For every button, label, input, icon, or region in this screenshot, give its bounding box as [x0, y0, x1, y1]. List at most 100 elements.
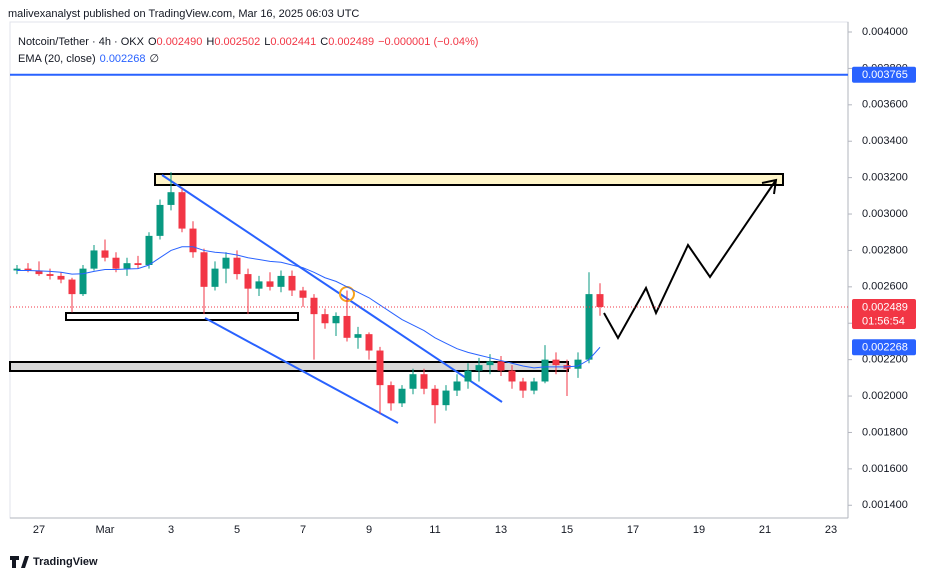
candle-body: [13, 268, 21, 271]
y-tick-label: 0.002200: [862, 354, 908, 366]
ema-suffix: ∅: [150, 53, 160, 65]
y-tick-label: 0.003000: [862, 208, 908, 220]
x-tick-label: 3: [168, 524, 174, 536]
price-label: 0.003765: [862, 69, 908, 81]
logo-mark: [10, 556, 19, 568]
candle-body: [354, 334, 362, 338]
candle-body: [46, 274, 54, 276]
ema-line: [17, 246, 601, 369]
attribution: malivexanalyst published on TradingView.…: [8, 8, 359, 20]
y-tick-label: 0.003400: [862, 135, 908, 147]
channel-lower: [204, 317, 399, 424]
y-tick-label: 0.002600: [862, 281, 908, 293]
candle-body: [244, 274, 252, 289]
candle-body: [266, 281, 274, 287]
y-tick-label: 0.003200: [862, 172, 908, 184]
candle-body: [541, 359, 549, 382]
candle-body: [530, 381, 538, 391]
candle-body: [486, 361, 494, 366]
candle-body: [431, 388, 439, 406]
ema-name: EMA (20, close): [18, 53, 96, 65]
y-tick-label: 0.004000: [862, 26, 908, 38]
logo-mark: [21, 556, 29, 568]
ohlc-key: L: [264, 36, 270, 48]
candle-body: [178, 192, 186, 229]
ema-value: 0.002268: [100, 53, 146, 65]
channel-upper: [161, 174, 503, 403]
candle-body: [497, 361, 505, 371]
x-tick-label: 5: [234, 524, 240, 536]
candle-body: [112, 257, 120, 269]
candle-body: [398, 388, 406, 404]
x-tick-label: 21: [759, 524, 771, 536]
ohlc-value: 0.002489: [328, 36, 374, 48]
candle-body: [574, 359, 582, 369]
x-tick-label: Mar: [96, 524, 115, 536]
symbol: Notcoin/Tether · 4h · OKX: [18, 36, 145, 48]
candle-body: [222, 257, 230, 269]
candle-body: [123, 263, 131, 269]
candle-body: [101, 250, 109, 258]
candle-body: [453, 381, 461, 391]
candle-body: [475, 365, 483, 371]
candle-body: [211, 268, 219, 287]
price-label: 0.002268: [862, 342, 908, 354]
candle-body: [442, 390, 450, 406]
candle-body: [420, 374, 428, 389]
candle-body: [189, 228, 197, 253]
candle-body: [35, 270, 43, 275]
resistance-zone: [154, 173, 784, 186]
candle-body: [57, 275, 65, 280]
x-tick-label: 15: [561, 524, 573, 536]
candle-body: [365, 334, 373, 351]
candle-body: [596, 294, 604, 308]
candle-body: [519, 381, 527, 391]
x-tick-label: 17: [627, 524, 639, 536]
x-tick-label: 27: [33, 524, 45, 536]
price-label-box: [852, 66, 916, 83]
ohlc-key: H: [206, 36, 214, 48]
candle-body: [288, 275, 296, 291]
candle-body: [145, 235, 153, 265]
candle-body: [409, 374, 417, 389]
y-tick-label: 0.003600: [862, 99, 908, 111]
y-tick-label: 0.002800: [862, 244, 908, 256]
candle-body: [79, 268, 87, 295]
x-tick-label: 19: [693, 524, 705, 536]
price-label-box: [852, 339, 916, 356]
ohlc-key: C: [320, 36, 328, 48]
support-box: [65, 312, 299, 321]
candle-body: [585, 294, 593, 360]
candle-body: [277, 275, 285, 287]
candle-body: [332, 315, 340, 324]
y-tick-label: 0.002000: [862, 390, 908, 402]
candle-body: [156, 204, 164, 236]
ohlc-value: 0.002490: [157, 36, 203, 48]
x-tick-label: 13: [495, 524, 507, 536]
x-tick-label: 11: [429, 524, 440, 536]
x-tick-label: 9: [366, 524, 372, 536]
y-tick-label: 0.001600: [862, 463, 908, 475]
ohlc-value: 0.002441: [270, 36, 316, 48]
candle-body: [24, 268, 32, 271]
candle-body: [376, 350, 384, 386]
x-tick-label: 7: [300, 524, 306, 536]
price-label-box: [852, 299, 916, 330]
ohlc-value: 0.002502: [214, 36, 260, 48]
ohlc-key: O: [148, 36, 157, 48]
brand-logo: TradingView: [10, 556, 98, 568]
candle-body: [167, 192, 175, 205]
brand-name: TradingView: [33, 556, 98, 568]
change: −0.000001 (−0.04%): [378, 36, 478, 48]
x-tick-label: 23: [825, 524, 837, 536]
candle-body: [233, 257, 241, 275]
candle-body: [508, 370, 516, 382]
candle-body: [343, 315, 351, 338]
candle-body: [299, 290, 307, 298]
ema-legend: EMA (20, close) 0.002268 ∅: [18, 53, 159, 65]
candle-body: [68, 279, 76, 295]
candle-body: [90, 250, 98, 269]
projection-arrowhead: [761, 178, 778, 195]
